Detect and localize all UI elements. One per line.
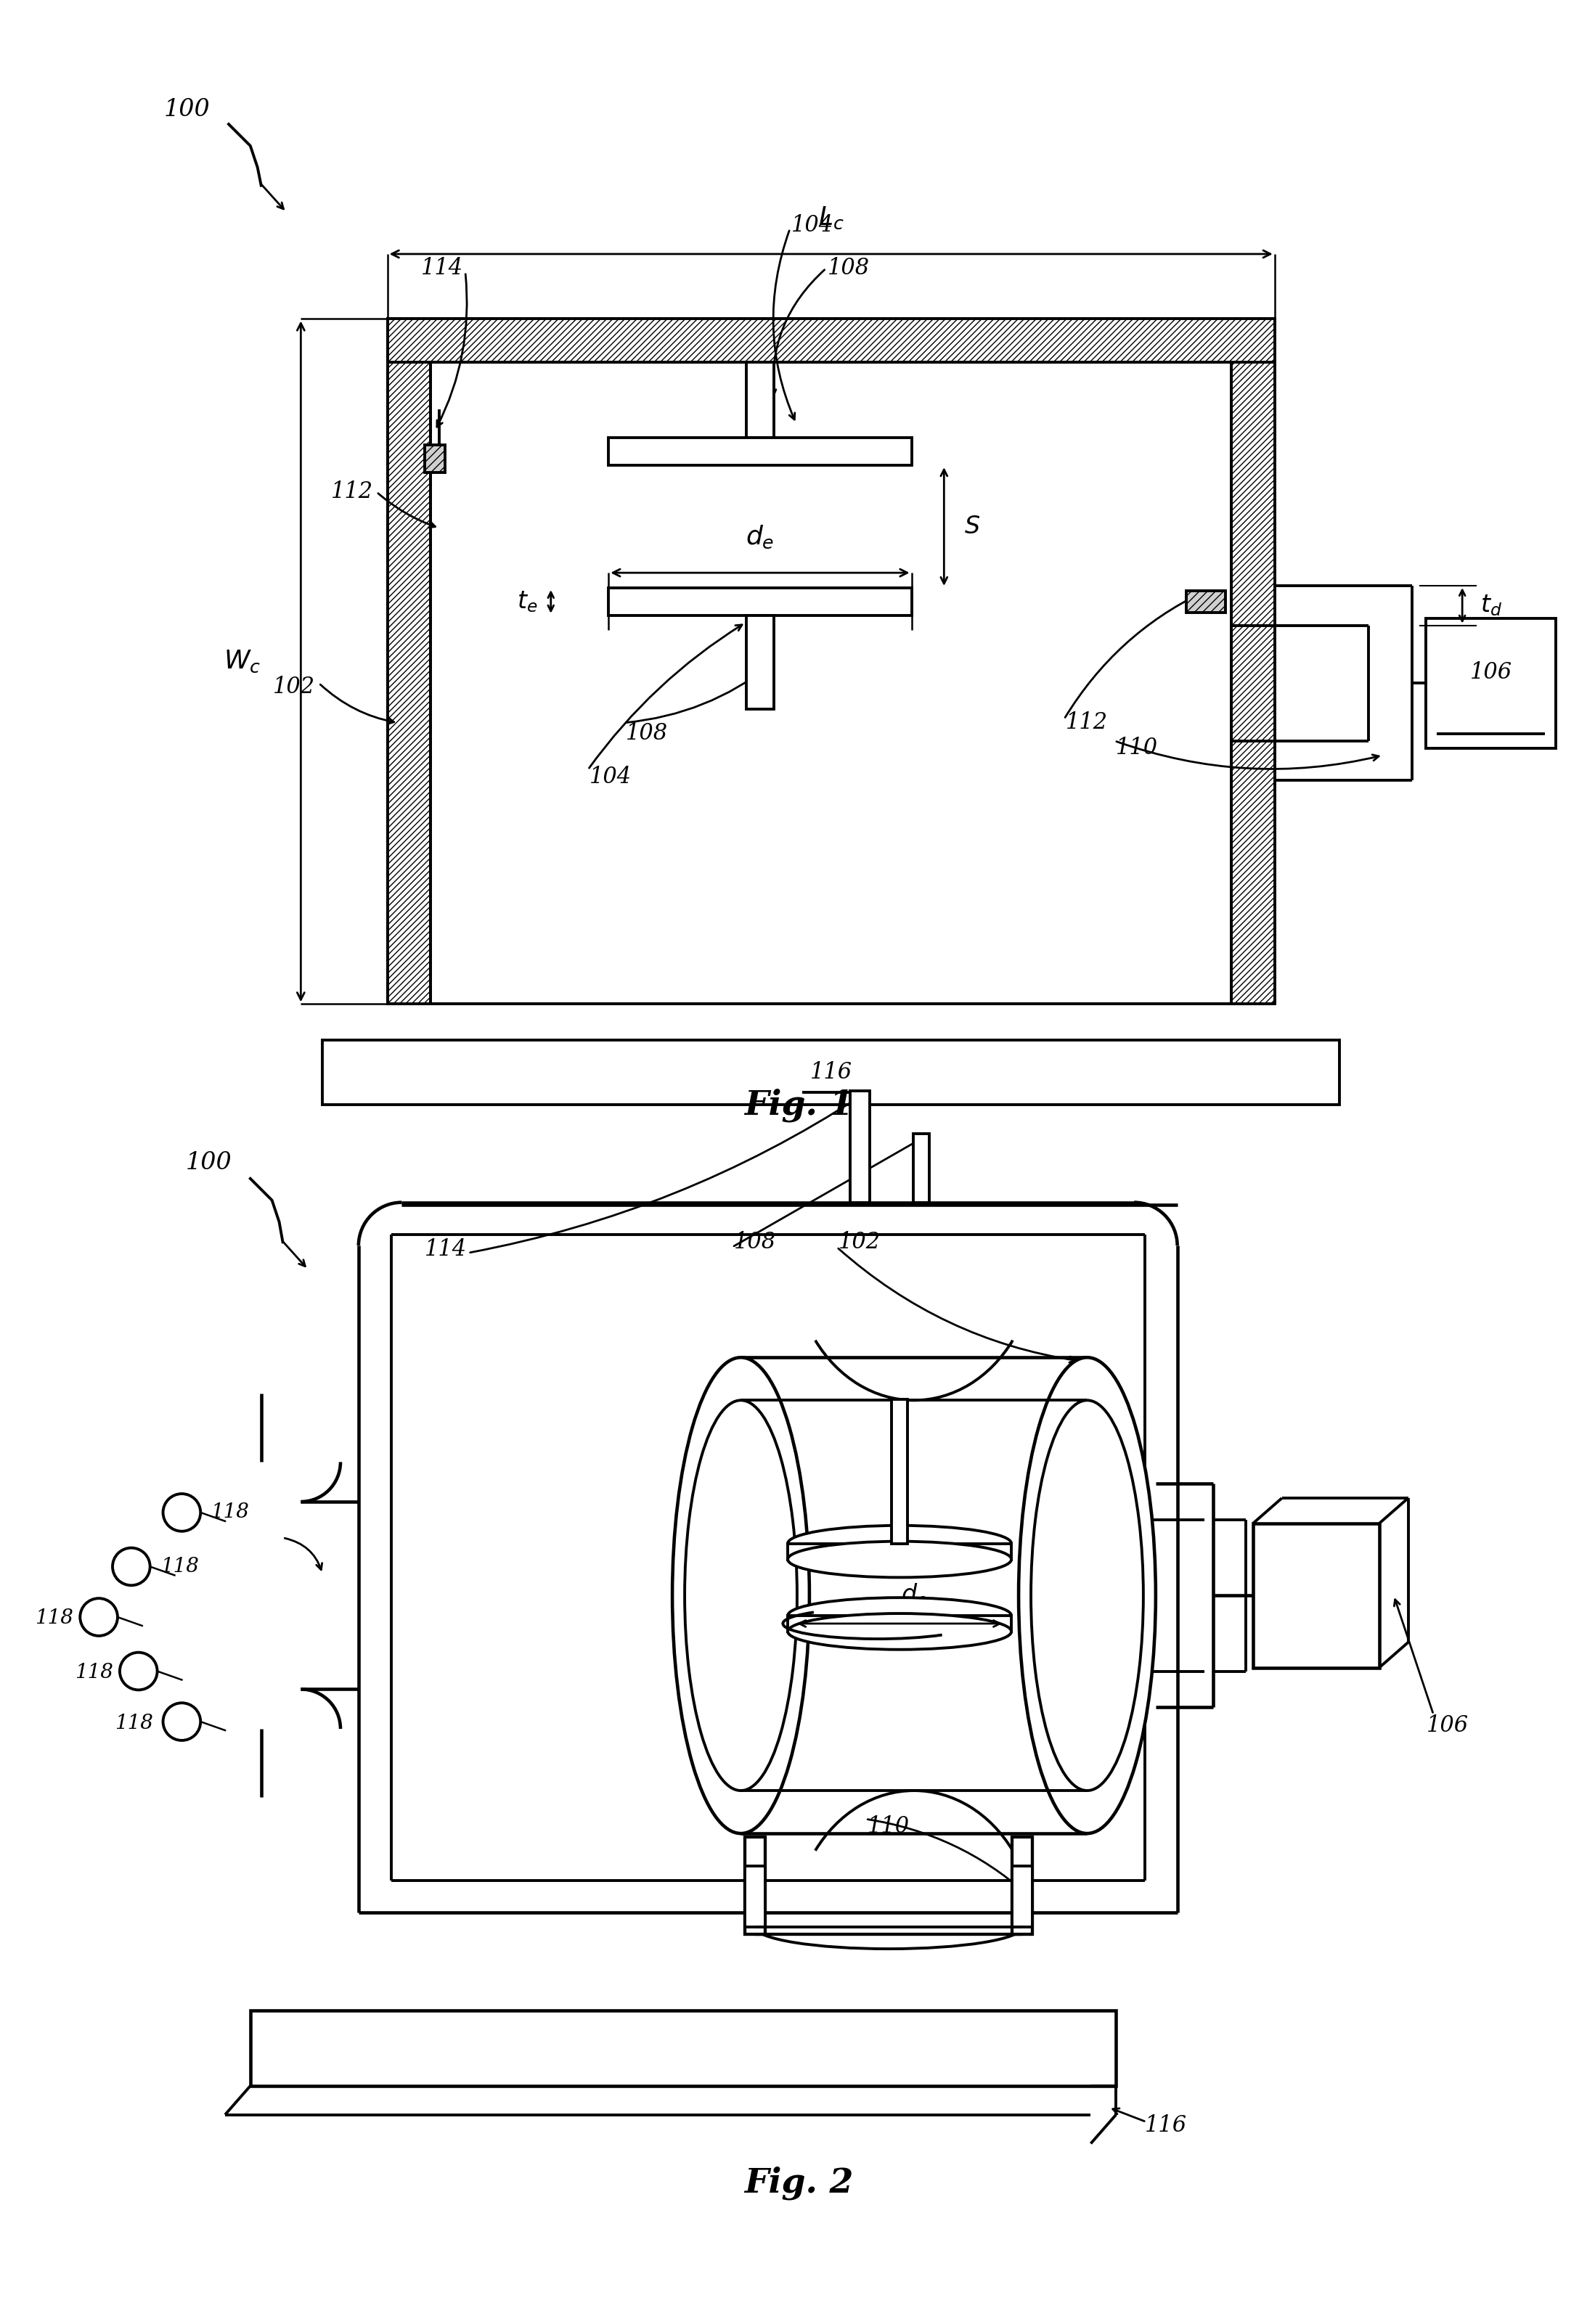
Text: 106: 106 [1471,660,1512,683]
Text: 100: 100 [185,1150,231,1174]
Ellipse shape [673,1357,809,1834]
Ellipse shape [788,1541,1011,1578]
Bar [609,437,912,465]
Text: 118: 118 [35,1608,73,1629]
Text: $d_e$: $d_e$ [901,1583,927,1608]
Text: 106: 106 [1426,1715,1469,1736]
Text: $d_e$: $d_e$ [746,523,774,551]
Bar [1013,1836,1032,1934]
Ellipse shape [163,1494,201,1532]
Text: 102: 102 [839,1232,880,1253]
Text: 108: 108 [625,723,668,746]
Bar [1231,318,1274,1004]
Bar [746,616,774,709]
Text: 112: 112 [1065,711,1107,734]
Text: 108: 108 [828,258,869,279]
Bar [914,1134,930,1202]
Ellipse shape [113,1548,150,1585]
Text: 110: 110 [1116,737,1158,760]
Text: 114: 114 [424,1239,467,1260]
Bar [850,1090,869,1202]
Text: $t_e$: $t_e$ [517,590,538,614]
Ellipse shape [120,1652,158,1690]
Ellipse shape [788,1613,1011,1650]
Text: 114: 114 [421,258,463,279]
Bar [424,446,445,472]
Bar [1013,1866,1032,1927]
Text: $L_c$: $L_c$ [818,205,844,230]
Bar [322,1041,1340,1104]
Text: 116: 116 [810,1062,852,1083]
Text: $t_d$: $t_d$ [1480,593,1502,618]
Text: $W_c$: $W_c$ [223,648,262,674]
Bar [1254,1522,1380,1669]
Text: 118: 118 [160,1557,198,1576]
Ellipse shape [1019,1357,1156,1834]
Text: 100: 100 [164,98,211,121]
Bar [745,1836,766,1934]
Bar [892,1399,908,1543]
Bar [746,363,774,437]
Text: 104: 104 [590,765,632,788]
Ellipse shape [788,1525,1011,1562]
Bar [1187,590,1225,614]
Ellipse shape [80,1599,118,1636]
Text: 110: 110 [868,1815,909,1838]
Text: 116: 116 [1145,2115,1187,2136]
Ellipse shape [788,1597,1011,1634]
Text: 104: 104 [791,214,834,237]
Bar [609,588,912,616]
Bar [1426,618,1557,748]
Text: 118: 118 [75,1662,113,1683]
Text: 118: 118 [211,1504,249,1522]
Text: 102: 102 [273,676,316,697]
Bar [388,318,1274,363]
Bar [250,2010,1116,2087]
Text: $S$: $S$ [965,516,981,539]
Bar [788,1543,1011,1559]
Text: Fig. 1: Fig. 1 [743,1088,853,1122]
Bar [745,1866,766,1927]
Text: Fig. 2: Fig. 2 [743,2166,853,2201]
Bar [388,318,431,1004]
Text: 112: 112 [330,481,373,504]
Text: 108: 108 [734,1232,775,1253]
Text: 118: 118 [115,1713,153,1734]
Ellipse shape [163,1703,201,1741]
Bar [788,1615,1011,1631]
